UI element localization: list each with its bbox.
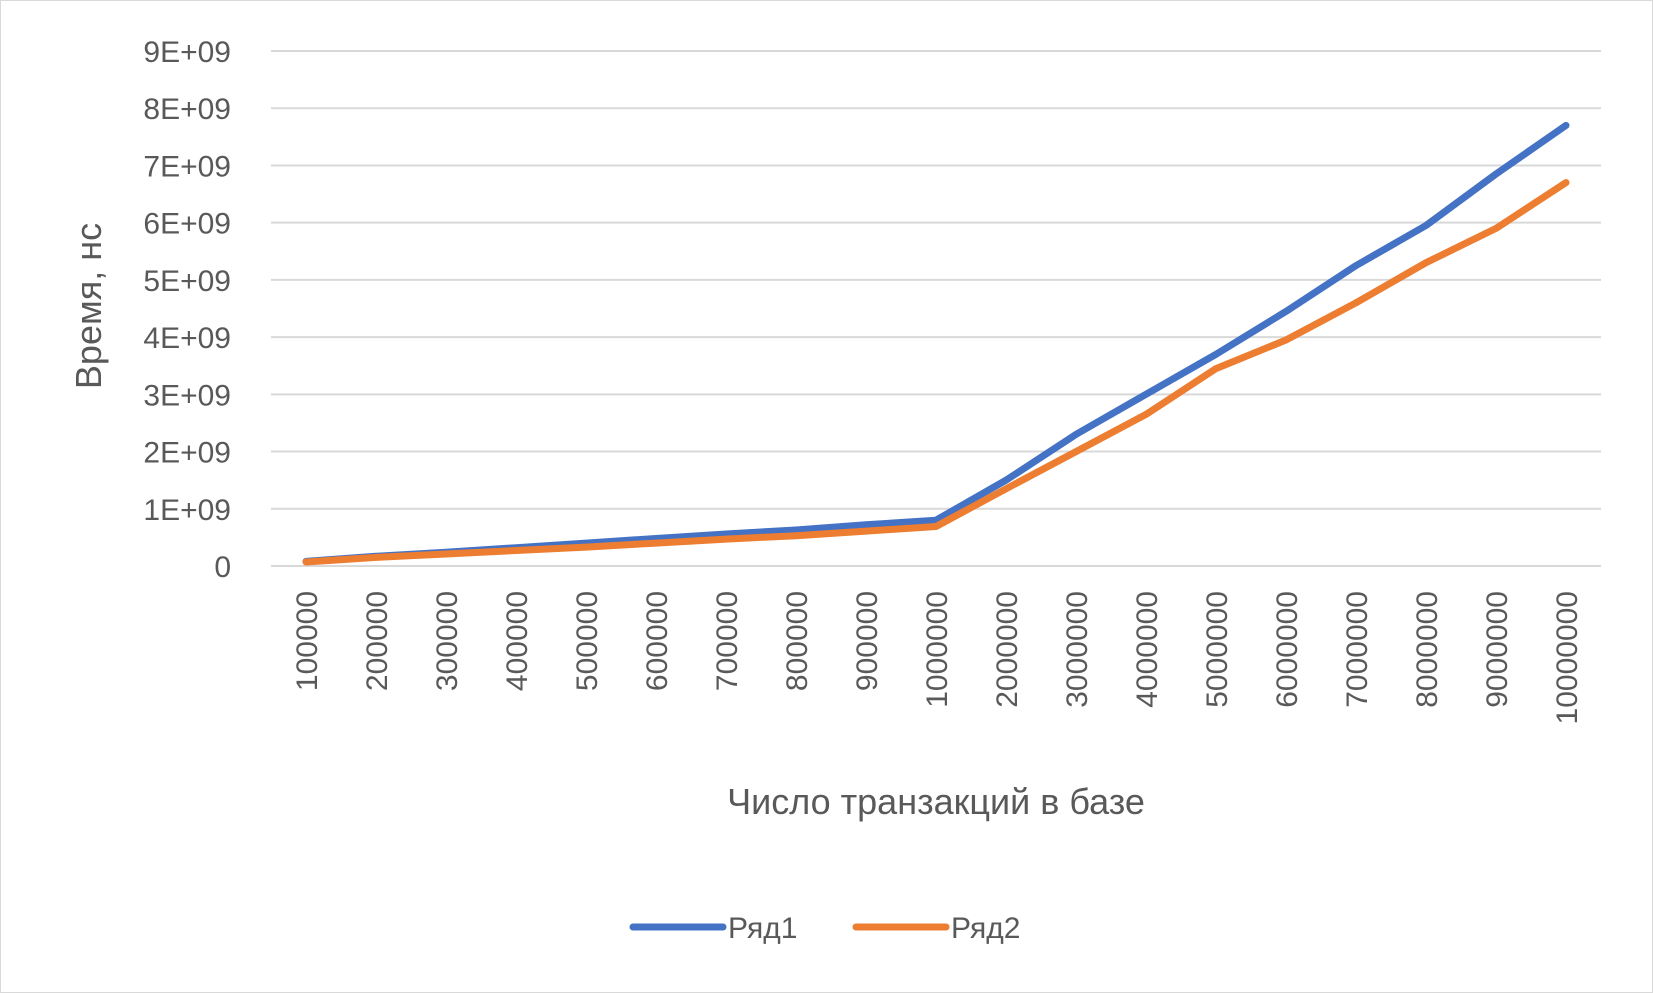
x-axis-ticks: 100000 200000 300000 400000 500000 600000 7000… <box>291 591 1584 724</box>
x-tick-label: 400000 <box>501 591 534 691</box>
gridlines <box>271 50 1601 567</box>
y-tick-label: 5E+09 <box>143 265 231 298</box>
x-tick-label: 10000000 <box>1551 591 1584 724</box>
x-tick-label: 9000000 <box>1481 591 1514 708</box>
y-axis-ticks: 0 1E+09 2E+09 3E+09 4E+09 5E+09 6E+09 7E+09 8E+0… <box>143 36 231 584</box>
y-tick-label: 1E+09 <box>143 494 231 527</box>
series-lines <box>302 121 1570 566</box>
x-tick-label: 500000 <box>571 591 604 691</box>
x-tick-label: 200000 <box>361 591 394 691</box>
x-tick-label: 700000 <box>711 591 744 691</box>
x-axis-title: Число транзакций в базе <box>727 781 1145 822</box>
y-tick-label: 3E+09 <box>143 379 231 412</box>
x-tick-label: 2000000 <box>991 591 1024 708</box>
y-tick-label: 4E+09 <box>143 322 231 355</box>
y-tick-label: 9E+09 <box>143 36 231 69</box>
x-tick-label: 900000 <box>851 591 884 691</box>
x-tick-label: 100000 <box>291 591 324 691</box>
x-tick-label: 300000 <box>431 591 464 691</box>
y-tick-label: 7E+09 <box>143 150 231 183</box>
y-tick-label: 2E+09 <box>143 437 231 470</box>
y-tick-label: 6E+09 <box>143 208 231 241</box>
x-tick-label: 6000000 <box>1271 591 1304 708</box>
x-tick-label: 1000000 <box>921 591 954 708</box>
x-tick-label: 8000000 <box>1411 591 1444 708</box>
y-axis-title: Время, нс <box>68 223 109 389</box>
legend-label: Ряд2 <box>951 912 1020 945</box>
series-line-1 <box>302 121 1570 565</box>
x-tick-label: 7000000 <box>1341 591 1374 708</box>
y-tick-label: 8E+09 <box>143 93 231 126</box>
legend-label: Ряд1 <box>728 912 797 945</box>
x-tick-label: 3000000 <box>1061 591 1094 708</box>
x-tick-label: 5000000 <box>1201 591 1234 708</box>
series-line-2 <box>302 179 1570 566</box>
x-tick-label: 800000 <box>781 591 814 691</box>
x-tick-label: 4000000 <box>1131 591 1164 708</box>
y-tick-label: 0 <box>214 551 231 584</box>
x-tick-label: 600000 <box>641 591 674 691</box>
legend: Ряд1 Ряд2 <box>629 912 1020 945</box>
